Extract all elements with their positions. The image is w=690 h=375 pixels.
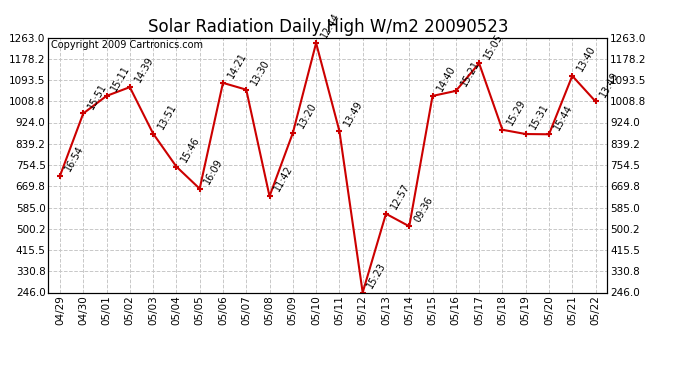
Text: 16:54: 16:54 bbox=[63, 144, 86, 173]
Text: 13:51: 13:51 bbox=[156, 102, 179, 131]
Text: 15:51: 15:51 bbox=[86, 81, 108, 111]
Text: 15:29: 15:29 bbox=[505, 98, 528, 127]
Text: 15:31: 15:31 bbox=[529, 102, 551, 131]
Text: 15:21: 15:21 bbox=[459, 59, 481, 88]
Text: 12:57: 12:57 bbox=[388, 182, 411, 211]
Text: 09:36: 09:36 bbox=[412, 195, 435, 224]
Text: 14:21: 14:21 bbox=[226, 51, 248, 80]
Text: 15:46: 15:46 bbox=[179, 135, 201, 164]
Text: 11:42: 11:42 bbox=[273, 164, 295, 194]
Title: Solar Radiation Daily High W/m2 20090523: Solar Radiation Daily High W/m2 20090523 bbox=[148, 18, 508, 36]
Text: 15:11: 15:11 bbox=[109, 64, 132, 93]
Text: 16:09: 16:09 bbox=[202, 157, 225, 186]
Text: 12:44: 12:44 bbox=[319, 11, 342, 40]
Text: Copyright 2009 Cartronics.com: Copyright 2009 Cartronics.com bbox=[51, 40, 203, 50]
Text: 13:20: 13:20 bbox=[295, 101, 318, 130]
Text: 13:30: 13:30 bbox=[249, 58, 272, 87]
Text: 13:40: 13:40 bbox=[575, 44, 598, 73]
Text: 13:49: 13:49 bbox=[342, 99, 365, 128]
Text: 15:23: 15:23 bbox=[366, 261, 388, 290]
Text: 14:40: 14:40 bbox=[435, 64, 458, 93]
Text: 13:49: 13:49 bbox=[598, 70, 621, 99]
Text: 15:44: 15:44 bbox=[552, 102, 574, 132]
Text: 15:05: 15:05 bbox=[482, 31, 504, 60]
Text: 14:39: 14:39 bbox=[132, 56, 155, 84]
